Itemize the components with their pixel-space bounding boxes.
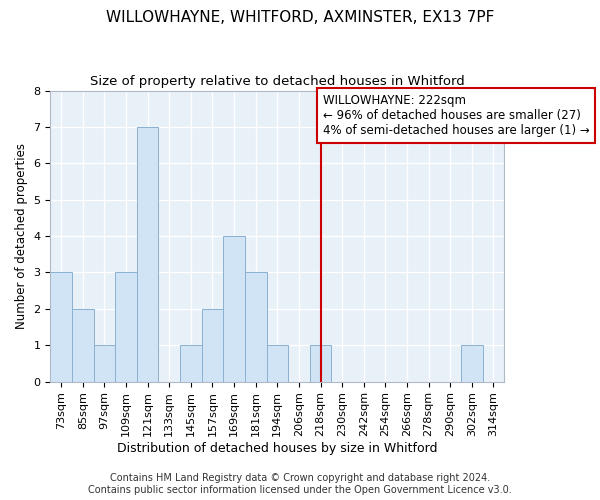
Y-axis label: Number of detached properties: Number of detached properties <box>15 143 28 329</box>
Bar <box>223 236 245 382</box>
Bar <box>266 345 288 382</box>
Text: Contains HM Land Registry data © Crown copyright and database right 2024.
Contai: Contains HM Land Registry data © Crown c… <box>88 474 512 495</box>
X-axis label: Distribution of detached houses by size in Whitford: Distribution of detached houses by size … <box>117 442 437 455</box>
Bar <box>245 272 266 382</box>
Text: WILLOWHAYNE: 222sqm
← 96% of detached houses are smaller (27)
4% of semi-detache: WILLOWHAYNE: 222sqm ← 96% of detached ho… <box>323 94 589 137</box>
Title: Size of property relative to detached houses in Whitford: Size of property relative to detached ho… <box>90 75 465 88</box>
Bar <box>137 127 158 382</box>
Bar <box>72 309 94 382</box>
Bar <box>310 345 331 382</box>
Bar <box>202 309 223 382</box>
Bar <box>461 345 482 382</box>
Bar <box>115 272 137 382</box>
Text: WILLOWHAYNE, WHITFORD, AXMINSTER, EX13 7PF: WILLOWHAYNE, WHITFORD, AXMINSTER, EX13 7… <box>106 10 494 25</box>
Bar <box>50 272 72 382</box>
Bar <box>94 345 115 382</box>
Bar <box>180 345 202 382</box>
